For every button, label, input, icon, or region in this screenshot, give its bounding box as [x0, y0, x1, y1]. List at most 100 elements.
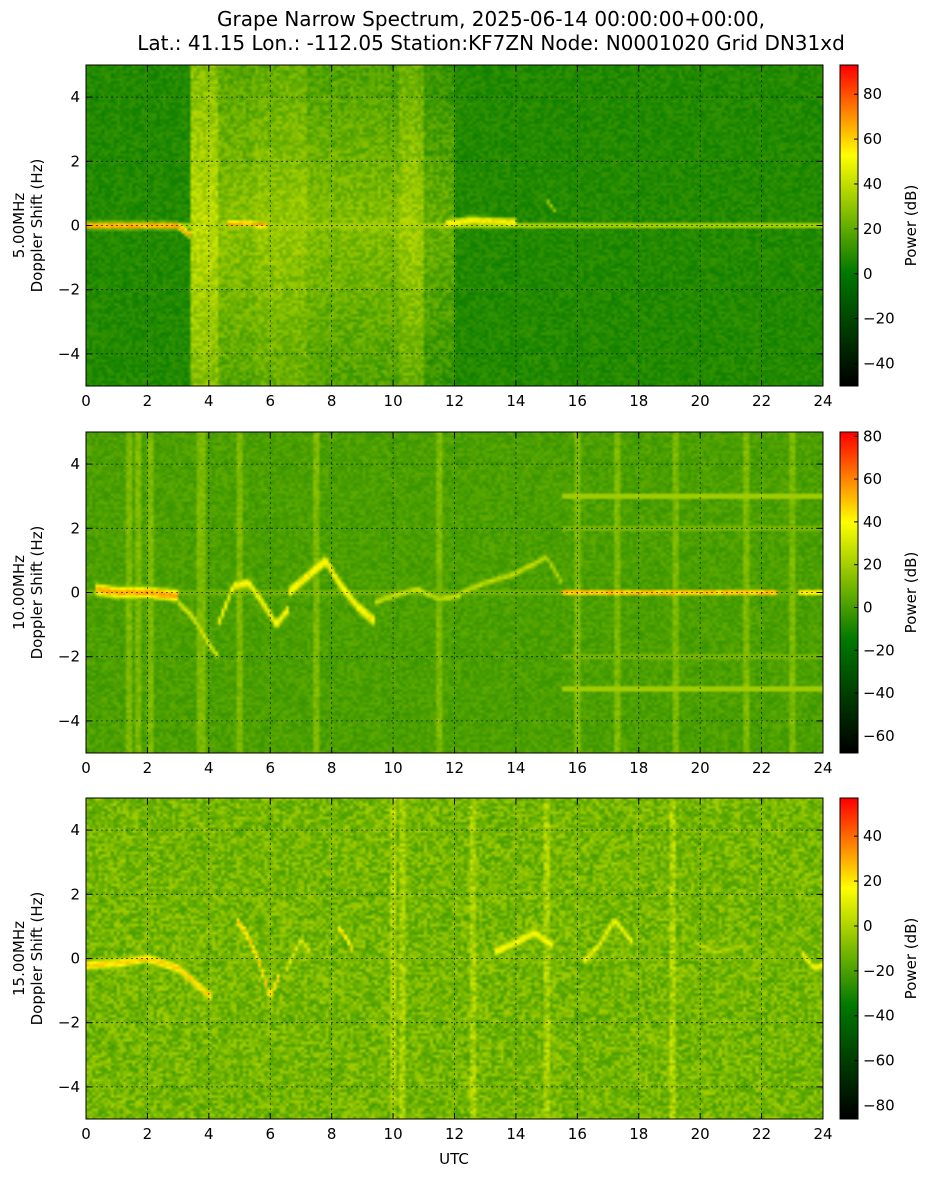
colorbar-gradient [840, 65, 858, 386]
x-tick-label: 14 [506, 1125, 525, 1143]
x-tick-label: 10 [384, 392, 403, 410]
x-tick-label: 12 [445, 759, 464, 777]
colorbar-frame [839, 64, 859, 387]
x-tick-label: 18 [629, 759, 648, 777]
colorbar-gradient [840, 798, 858, 1119]
colorbar-frame [839, 797, 859, 1120]
y-tick-label: 2 [70, 885, 80, 903]
y-tick-label: −2 [58, 648, 80, 666]
x-tick-label: 6 [265, 759, 275, 777]
colorbar-tick-label: 80 [863, 85, 882, 103]
y-axis-label-quantity: Doppler Shift (Hz) [28, 159, 46, 293]
x-tick-label: 24 [813, 759, 832, 777]
chart-title-line-2: Lat.: 41.15 Lon.: -112.05 Station:KF7ZN … [137, 31, 845, 55]
y-tick-label: 4 [70, 821, 80, 839]
x-tick-label: 6 [265, 392, 275, 410]
x-tick-label: 10 [384, 759, 403, 777]
x-tick-label: 16 [568, 759, 587, 777]
colorbar-tick-label: −40 [863, 1007, 895, 1025]
x-tick-label: 18 [629, 392, 648, 410]
x-tick-label: 22 [752, 759, 771, 777]
x-tick-label: 4 [204, 392, 214, 410]
x-tick-label: 24 [813, 1125, 832, 1143]
y-tick-label: 0 [70, 950, 80, 968]
x-tick-label: 4 [204, 1125, 214, 1143]
x-tick-label: 10 [384, 1125, 403, 1143]
y-axis-label-quantity: Doppler Shift (Hz) [28, 892, 46, 1026]
x-tick-label: 14 [506, 392, 525, 410]
colorbar-tick-label: 20 [863, 556, 882, 574]
colorbar-label: Power (dB) [902, 185, 920, 267]
y-tick-label: 4 [70, 455, 80, 473]
x-tick-label: 22 [752, 392, 771, 410]
x-tick-label: 6 [265, 1125, 275, 1143]
x-tick-label: 20 [691, 1125, 710, 1143]
x-tick-label: 18 [629, 1125, 648, 1143]
colorbar-tick-label: −60 [863, 727, 895, 745]
y-tick-label: 2 [70, 152, 80, 170]
y-tick-label: −4 [58, 1078, 80, 1096]
y-tick-label: 0 [70, 217, 80, 235]
colorbar-label: Power (dB) [902, 552, 920, 634]
colorbar-tick-label: 0 [863, 265, 873, 283]
x-tick-label: 2 [143, 1125, 153, 1143]
x-tick-label: 8 [327, 392, 337, 410]
chart-title-line-1: Grape Narrow Spectrum, 2025-06-14 00:00:… [217, 7, 765, 31]
x-axis-label: UTC [439, 1150, 469, 1168]
x-tick-label: 22 [752, 1125, 771, 1143]
y-tick-label: 4 [70, 88, 80, 106]
colorbar-tick-label: 0 [863, 598, 873, 616]
x-tick-label: 20 [691, 392, 710, 410]
colorbar-frame [839, 431, 859, 754]
colorbar-tick-label: −40 [863, 355, 895, 373]
panels-group: 0 2 4 6 8 10 12 14 16 18 20 22 24420−2−45.00MHzDoppl… [10, 64, 920, 1143]
colorbar-gradient [840, 432, 858, 753]
x-tick-label: 0 [81, 759, 91, 777]
x-tick-label: 8 [327, 759, 337, 777]
colorbar-tick-label: −20 [863, 310, 895, 328]
y-tick-label: −4 [58, 712, 80, 730]
x-tick-label: 8 [327, 1125, 337, 1143]
x-tick-label: 0 [81, 392, 91, 410]
colorbar-tick-label: 60 [863, 470, 882, 488]
y-axis-label: 15.00MHzDoppler Shift (Hz) [10, 892, 46, 1026]
x-tick-label: 2 [143, 392, 153, 410]
y-tick-label: 0 [70, 584, 80, 602]
x-tick-label: 0 [81, 1125, 91, 1143]
panel-1: 0 2 4 6 8 10 12 14 16 18 20 22 24420−2−45.00MHzDoppl… [10, 64, 920, 410]
x-tick-label: 16 [568, 1125, 587, 1143]
colorbar-tick-label: 60 [863, 130, 882, 148]
x-tick-label: 14 [506, 759, 525, 777]
y-axis-label: 5.00MHzDoppler Shift (Hz) [10, 159, 46, 293]
colorbar-label: Power (dB) [902, 918, 920, 1000]
colorbar-tick-label: −80 [863, 1097, 895, 1115]
colorbar-tick-label: 40 [863, 513, 882, 531]
colorbar-tick-label: 20 [863, 872, 882, 890]
colorbar-tick-label: 40 [863, 175, 882, 193]
colorbar-tick-label: 20 [863, 220, 882, 238]
y-tick-label: −2 [58, 281, 80, 299]
y-axis-label-band: 15.00MHz [10, 921, 28, 996]
x-tick-label: 12 [445, 1125, 464, 1143]
y-axis-label: 10.00MHzDoppler Shift (Hz) [10, 526, 46, 660]
panel-2: 0 2 4 6 8 10 12 14 16 18 20 22 24420−2−410.00MHzDopp… [10, 427, 920, 777]
y-tick-label: 2 [70, 519, 80, 537]
colorbar-tick-label: 40 [863, 827, 882, 845]
y-axis-label-band: 10.00MHz [10, 555, 28, 630]
y-tick-label: −2 [58, 1014, 80, 1032]
colorbar-tick-label: 0 [863, 917, 873, 935]
colorbar-tick-label: −60 [863, 1052, 895, 1070]
colorbar-tick-label: −40 [863, 684, 895, 702]
colorbar-tick-label: −20 [863, 641, 895, 659]
x-tick-label: 20 [691, 759, 710, 777]
x-tick-label: 4 [204, 759, 214, 777]
y-tick-label: −4 [58, 345, 80, 363]
x-tick-label: 2 [143, 759, 153, 777]
y-axis-label-quantity: Doppler Shift (Hz) [28, 526, 46, 660]
x-tick-label: 12 [445, 392, 464, 410]
colorbar-tick-label: 80 [863, 427, 882, 445]
x-tick-label: 16 [568, 392, 587, 410]
y-axis-label-band: 5.00MHz [10, 193, 28, 259]
panel-3: 0 2 4 6 8 10 12 14 16 18 20 22 24420−2−415.00MHzDopp… [10, 797, 920, 1143]
